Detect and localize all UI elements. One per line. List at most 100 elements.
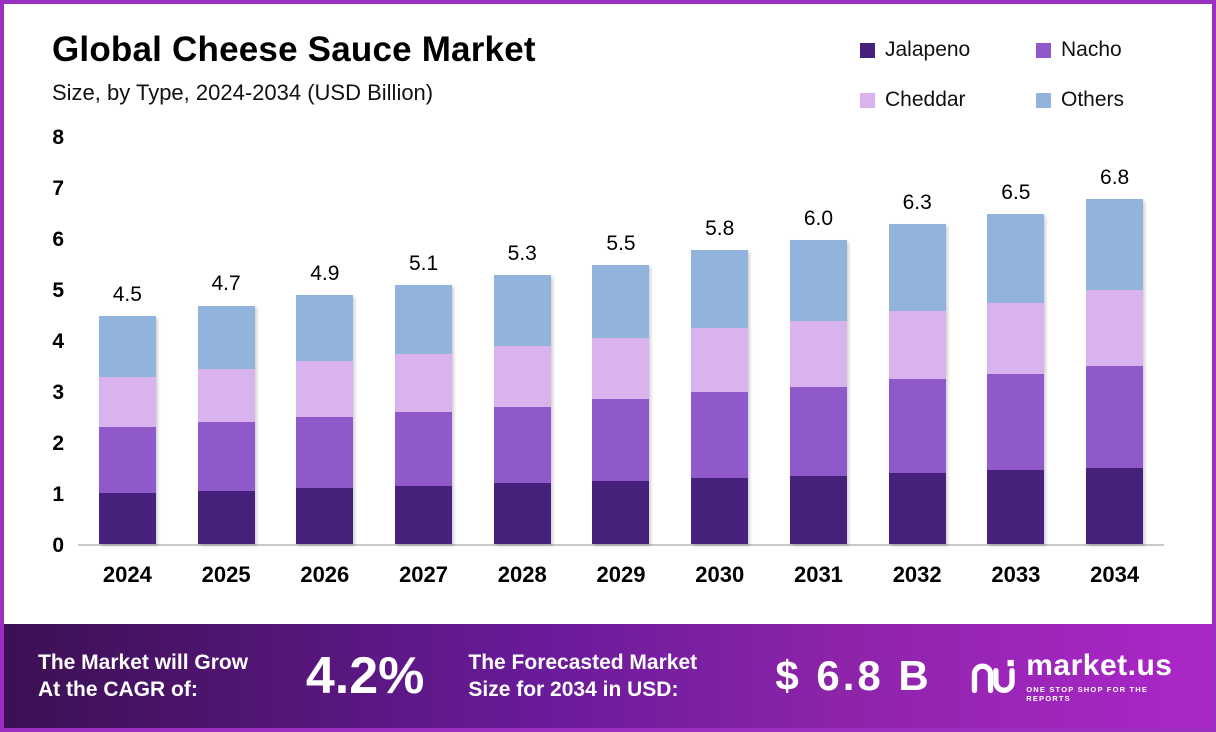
- y-tick-label: 6: [52, 228, 64, 251]
- bar-segment-jalapeno: [197, 490, 255, 544]
- legend-item-others: Others: [1036, 88, 1156, 112]
- x-tick-label: 2033: [991, 562, 1041, 587]
- bar-segment-nacho: [888, 379, 946, 473]
- y-tick-label: 4: [52, 330, 64, 353]
- bar-total-label: 5.1: [408, 252, 439, 276]
- forecast-label: The Forecasted Market Size for 2034 in U…: [468, 650, 698, 701]
- plot-wrap: 4.5 4.7 4.9 5.1 5.3 5.5 5.8 6.0 6.3 6.5 6.8 2024 20…: [78, 138, 1164, 588]
- bar-segment-jalapeno: [98, 493, 156, 544]
- bar-stack: [197, 305, 255, 544]
- x-tick-label: 2030: [695, 562, 745, 587]
- bar-column: 6.5: [967, 138, 1066, 544]
- bar-segment-nacho: [987, 374, 1045, 471]
- brand-tagline: ONE STOP SHOP FOR THE REPORTS: [1026, 685, 1149, 703]
- y-tick-label: 8: [52, 126, 64, 149]
- bar-segment-jalapeno: [1086, 467, 1144, 544]
- legend-label: Cheddar: [885, 88, 966, 111]
- bar-segment-cheddar: [1086, 290, 1144, 367]
- x-tick-label: 2031: [793, 562, 843, 587]
- bar-stack: [296, 295, 354, 544]
- bar-segment-nacho: [395, 412, 453, 486]
- x-tick-label: 2028: [497, 562, 547, 587]
- bar-segment-cheddar: [395, 353, 453, 413]
- bar-segment-others: [789, 239, 847, 321]
- x-tick-label: 2029: [596, 562, 646, 587]
- bar-total-label: 4.9: [310, 262, 340, 286]
- bar-column: 5.1: [374, 138, 473, 544]
- bar-segment-others: [98, 315, 156, 377]
- bar-segment-others: [493, 275, 551, 347]
- bar-column: 4.9: [275, 138, 374, 544]
- bar-segment-cheddar: [98, 376, 156, 428]
- bar-total-label: 5.5: [606, 231, 636, 255]
- stacked-bar-chart: 0 1 2 3 4 5 6 7 8 4.5 4.7 4.9 5.1 5.3 5.5 5.8 6.0 6.3 6.5…: [4, 112, 1212, 588]
- bar-column: 6.3: [868, 138, 967, 544]
- footer-banner: The Market will Grow At the CAGR of: 4.2…: [4, 624, 1212, 728]
- bar-segment-cheddar: [691, 328, 749, 392]
- bar-segment-others: [197, 305, 255, 369]
- bar-segment-jalapeno: [592, 480, 650, 544]
- bar-segment-cheddar: [296, 361, 354, 418]
- legend-label: Others: [1061, 88, 1125, 111]
- bar-segment-cheddar: [789, 320, 847, 387]
- legend-swatch-others: [1036, 92, 1051, 108]
- bars-grid: 4.5 4.7 4.9 5.1 5.3 5.5 5.8 6.0 6.3 6.5 6.8: [78, 138, 1164, 544]
- bar-stack: [493, 275, 551, 544]
- bar-segment-jalapeno: [395, 485, 453, 544]
- bar-segment-others: [296, 295, 354, 362]
- bar-total-label: 4.7: [211, 272, 241, 296]
- legend-item-jalapeno: Jalapeno: [860, 38, 980, 62]
- bar-segment-jalapeno: [888, 472, 946, 544]
- legend-swatch-cheddar: [860, 92, 875, 108]
- bar-segment-nacho: [592, 399, 650, 481]
- plot-area: 4.5 4.7 4.9 5.1 5.3 5.5 5.8 6.0 6.3 6.5 6.8: [78, 138, 1164, 546]
- market-us-logo-icon: [971, 659, 1015, 693]
- bar-segment-cheddar: [987, 302, 1045, 374]
- x-tick-label: 2024: [102, 562, 152, 587]
- bar-segment-cheddar: [493, 346, 551, 407]
- brand-name: market.us: [1026, 649, 1173, 682]
- bar-stack: [789, 239, 847, 544]
- x-tick-label: 2034: [1090, 562, 1140, 587]
- bar-segment-others: [691, 249, 749, 329]
- x-tick-label: 2026: [300, 562, 350, 587]
- brand-text: market.us ONE STOP SHOP FOR THE REPORTS: [1026, 649, 1178, 703]
- title-block: Global Cheese Sauce Market Size, by Type…: [52, 30, 536, 106]
- bar-total-label: 6.3: [902, 191, 932, 215]
- legend: Jalapeno Nacho Cheddar Others: [860, 30, 1156, 112]
- bar-segment-cheddar: [592, 338, 650, 400]
- page-subtitle: Size, by Type, 2024-2034 (USD Billion): [52, 80, 434, 105]
- bar-stack: [395, 285, 453, 544]
- bar-column: 6.8: [1065, 138, 1164, 544]
- bar-column: 5.5: [572, 138, 671, 544]
- bar-segment-jalapeno: [493, 483, 551, 544]
- bar-segment-jalapeno: [691, 478, 749, 544]
- header: Global Cheese Sauce Market Size, by Type…: [4, 4, 1212, 112]
- bar-total-label: 6.5: [1001, 181, 1031, 205]
- bar-total-label: 6.0: [803, 206, 834, 230]
- bar-total-label: 6.8: [1100, 165, 1130, 189]
- bar-column: 5.8: [670, 138, 769, 544]
- bar-total-label: 5.3: [507, 242, 537, 266]
- bar-stack: [592, 264, 650, 544]
- legend-swatch-nacho: [1036, 42, 1051, 58]
- y-axis: 0 1 2 3 4 5 6 7 8: [26, 126, 78, 557]
- x-tick-label: 2027: [399, 562, 449, 587]
- bar-segment-nacho: [98, 427, 156, 494]
- x-axis: 2024 2025 2026 2027 2028 2029 2030 2031 2032 2033…: [78, 562, 1164, 588]
- bar-segment-nacho: [789, 386, 847, 476]
- bar-segment-nacho: [493, 407, 551, 484]
- legend-label: Nacho: [1061, 38, 1122, 61]
- y-tick-label: 2: [52, 432, 64, 455]
- cagr-label: The Market will Grow At the CAGR of:: [38, 650, 249, 701]
- x-tick-label: 2032: [892, 562, 942, 587]
- bar-total-label: 5.8: [705, 216, 735, 240]
- legend-label: Jalapeno: [885, 38, 971, 61]
- brand-box: market.us ONE STOP SHOP FOR THE REPORTS: [970, 649, 1178, 703]
- bar-stack: [1086, 198, 1144, 544]
- forecast-value: $ 6.8 B: [775, 652, 932, 699]
- bar-total-label: 4.5: [112, 282, 142, 306]
- bar-segment-others: [395, 285, 453, 354]
- bar-column: 6.0: [769, 138, 868, 544]
